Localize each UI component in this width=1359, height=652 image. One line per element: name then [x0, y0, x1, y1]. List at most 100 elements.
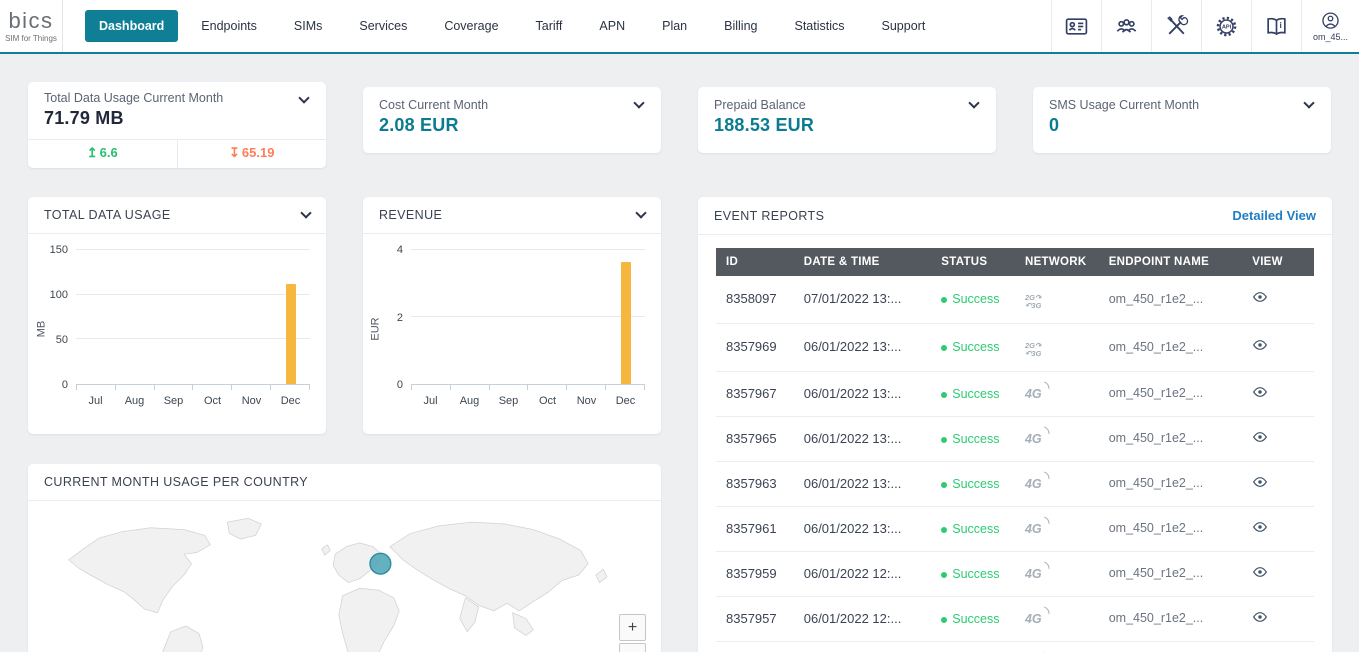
view-event-button[interactable]: [1252, 564, 1268, 580]
x-axis-label: Oct: [203, 395, 222, 407]
x-axis-label: Sep: [163, 395, 184, 407]
cell-id: 8357955: [716, 641, 794, 652]
map-zoom-in-button[interactable]: +: [619, 614, 646, 641]
chevron-down-icon[interactable]: [635, 207, 647, 219]
cell-id: 8358097: [716, 276, 794, 324]
cell-status: Success: [931, 323, 1015, 372]
eye-glyph: [1253, 292, 1268, 303]
x-tick: [114, 385, 154, 390]
contacts-card-icon[interactable]: [1051, 0, 1101, 52]
x-tick: [192, 385, 231, 390]
view-event-button[interactable]: [1252, 609, 1268, 625]
cell-view: [1242, 551, 1314, 597]
nav-item-dashboard[interactable]: Dashboard: [85, 10, 179, 42]
kpi-title: Cost Current Month: [379, 98, 489, 112]
x-tick: [153, 385, 193, 390]
nav-item-billing[interactable]: Billing: [710, 10, 771, 42]
y-tick-labels: 0 2 4: [383, 244, 411, 391]
upload-usage: ↥ 6.6: [28, 140, 177, 168]
bar[interactable]: [620, 261, 631, 384]
view-event-button[interactable]: [1252, 289, 1268, 305]
y-axis-tick: 0: [396, 379, 403, 391]
view-event-button[interactable]: [1252, 337, 1268, 353]
table-row: 8358097 07/01/2022 13:... Success 2G↷ ↶3G om_…: [716, 276, 1314, 324]
kpi-title: Total Data Usage Current Month: [44, 91, 224, 105]
x-tick: [231, 385, 270, 390]
main-row: TOTAL DATA USAGE MB 0 50 100 150: [28, 197, 1332, 652]
cell-datetime: 06/01/2022 12:...: [793, 641, 932, 652]
nav-item-tariff[interactable]: Tariff: [522, 10, 577, 42]
detailed-view-link[interactable]: Detailed View: [1232, 208, 1316, 223]
docs-info-label: i: [1280, 20, 1282, 30]
kpi-title: Prepaid Balance: [714, 98, 806, 112]
cell-status: Success: [931, 551, 1015, 597]
table-row: 835795506/01/2022 12:...Success4Gom_450_…: [716, 641, 1314, 652]
x-labels: Jul Aug Sep Oct Nov Dec: [411, 395, 645, 407]
column-header-network: NETWORK: [1014, 248, 1099, 276]
event-reports-title: EVENT REPORTS: [714, 208, 825, 223]
tools-icon[interactable]: [1151, 0, 1201, 52]
nav-item-plan[interactable]: Plan: [648, 10, 701, 42]
bar-slot: [450, 250, 489, 384]
view-event-button[interactable]: [1252, 519, 1268, 535]
x-axis-label: Aug: [124, 395, 145, 407]
api-settings-icon[interactable]: API: [1201, 0, 1251, 52]
x-axis-label: Jul: [88, 395, 103, 407]
plot-area: [76, 249, 310, 385]
y-axis-label: MB: [35, 320, 47, 337]
event-reports-table-wrap: ID DATE & TIME STATUS NETWORK ENDPOINT NAME V…: [698, 235, 1332, 652]
cell-datetime: 06/01/2022 13:...: [793, 461, 932, 507]
kpi-value: 0: [1049, 115, 1060, 135]
nav-item-support[interactable]: Support: [868, 10, 940, 42]
view-event-button[interactable]: [1252, 384, 1268, 400]
docs-book-glyph: i: [1267, 17, 1286, 35]
nav-item-coverage[interactable]: Coverage: [430, 10, 512, 42]
network-4g-icon: 4G: [1025, 380, 1051, 401]
cell-network: 4G: [1014, 596, 1099, 642]
column-header-status: STATUS: [931, 248, 1015, 276]
y-axis-tick: 2: [396, 311, 403, 324]
y-axis-tick: 0: [61, 379, 68, 391]
tools-glyph: [1167, 14, 1189, 34]
cell-datetime: 06/01/2022 13:...: [793, 506, 932, 552]
x-tick: [566, 385, 605, 390]
world-map[interactable]: [28, 501, 661, 652]
cell-view: [1242, 506, 1314, 552]
bar[interactable]: [285, 283, 296, 384]
y-axis-tick: 100: [49, 289, 68, 301]
chart-title: TOTAL DATA USAGE: [44, 208, 171, 222]
kpi-value: 71.79 MB: [44, 108, 124, 128]
nav-item-statistics[interactable]: Statistics: [781, 10, 859, 42]
cell-endpoint-name: om_450_r1e2_...: [1098, 596, 1243, 642]
event-table-body: 8358097 07/01/2022 13:... Success 2G↷ ↶3G om_…: [716, 276, 1314, 652]
cell-network: 4G: [1014, 641, 1099, 652]
cell-status: Success: [931, 461, 1015, 507]
cell-id: 8357961: [716, 506, 794, 552]
cell-id: 8357963: [716, 461, 794, 507]
brand-logo[interactable]: bics SIM for Things: [0, 0, 63, 52]
cell-endpoint-name: om_450_r1e2_...: [1098, 371, 1243, 417]
status-badge: Success: [941, 477, 1000, 491]
y-axis-tick: 150: [49, 244, 68, 256]
x-axis-label: Aug: [459, 395, 480, 407]
status-badge: Success: [941, 612, 1000, 626]
account-icon[interactable]: om_45...: [1301, 0, 1359, 52]
cell-id: 8357969: [716, 323, 794, 372]
nav-item-endpoints[interactable]: Endpoints: [187, 10, 271, 42]
chevron-down-icon[interactable]: [300, 207, 312, 219]
eye-glyph: [1253, 476, 1268, 487]
cell-status: Success: [931, 371, 1015, 417]
docs-book-icon[interactable]: i: [1251, 0, 1301, 52]
table-row: 8357961 06/01/2022 13:... Success 4G om_450_…: [716, 506, 1314, 552]
users-group-icon[interactable]: [1101, 0, 1151, 52]
cell-endpoint-name: om_450_r1e2_...: [1098, 416, 1243, 462]
view-event-button[interactable]: [1252, 474, 1268, 490]
gridline: [76, 338, 310, 340]
cell-status: Success: [931, 596, 1015, 642]
nav-item-services[interactable]: Services: [345, 10, 421, 42]
map-zoom-out-button[interactable]: -: [619, 643, 646, 652]
nav-item-sims[interactable]: SIMs: [280, 10, 336, 42]
view-event-button[interactable]: [1252, 429, 1268, 445]
nav-item-apn[interactable]: APN: [585, 10, 639, 42]
network-4g-icon: 4G: [1025, 470, 1051, 491]
